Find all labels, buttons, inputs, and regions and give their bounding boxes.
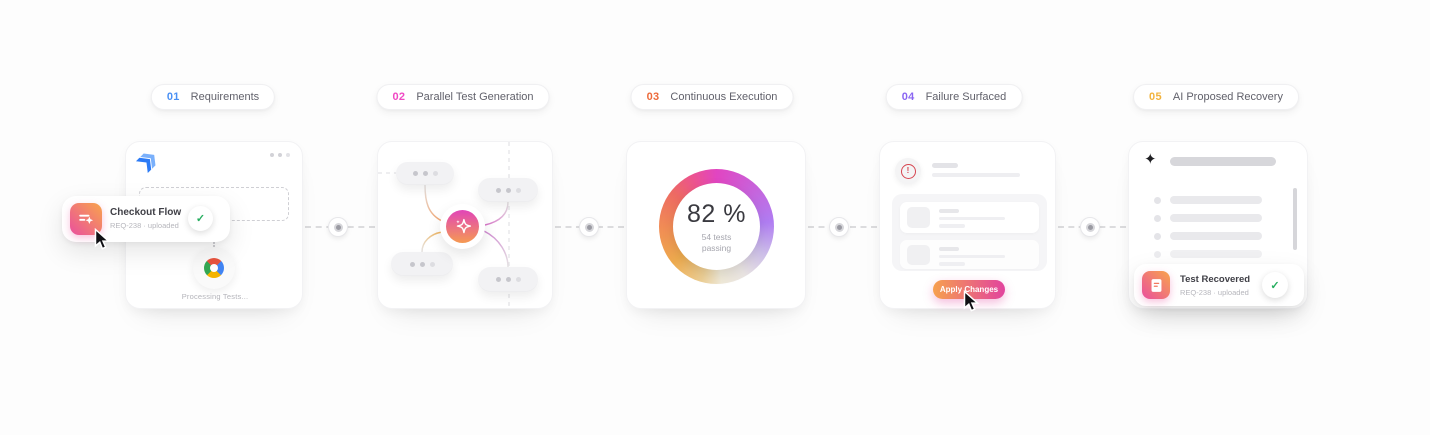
jira-icon [135,153,156,174]
pass-rate-donut: 82 % 54 tests passing [659,169,774,284]
skeleton-line [932,163,958,168]
step-pill-ai-proposed-recovery: 05 AI Proposed Recovery [1133,84,1299,110]
skeleton-line [939,262,965,266]
checkout-flow-chip: Checkout Flow REQ-238 · uploaded ✓ [62,196,230,242]
chip-meta: REQ-238 · uploaded [1180,288,1249,297]
skeleton-line [1170,214,1262,222]
alert-icon: ! [895,158,921,184]
bullet-dot [1154,215,1161,222]
step-number: 05 [1149,91,1162,103]
timeline-node [1080,217,1100,237]
skeleton-line [939,217,1005,220]
step-number: 01 [166,91,180,103]
step-number: 04 [901,91,915,103]
card-continuous-execution: 82 % 54 tests passing [626,141,806,309]
scrollbar-thumb[interactable] [1293,188,1297,250]
step-pill-parallel-test-generation: 02 Parallel Test Generation [376,84,550,110]
apply-changes-button[interactable]: Apply Changes [933,280,1005,299]
timeline-node [328,217,348,237]
thumbnail-placeholder [907,207,930,228]
step-label: Continuous Execution [670,91,778,103]
card-parallel-test-generation [377,141,553,309]
timeline-node [579,217,599,237]
ellipsis-menu-icon[interactable] [270,153,290,157]
step-number: 02 [392,91,406,103]
chip-title: Test Recovered [1180,274,1251,285]
thumbnail-placeholder [907,245,930,265]
processing-label: Processing Tests... [181,292,249,301]
skeleton-line [939,247,959,251]
check-icon: ✓ [188,206,213,231]
processing-spinner [193,247,235,289]
sparkle-icon: ✦ [1144,151,1157,168]
check-icon: ✓ [1262,272,1288,298]
step-label: Requirements [190,91,260,103]
step-pill-continuous-execution: 03 Continuous Execution [630,84,794,110]
pass-rate-percent: 82 % [687,199,746,228]
pass-rate-caption: 54 tests passing [701,231,732,253]
skeleton-line [1170,157,1276,166]
skeleton-line [939,209,959,213]
step-number: 03 [646,91,660,103]
bullet-dot [1154,197,1161,204]
step-label: Parallel Test Generation [416,91,534,103]
document-icon [1142,271,1170,299]
skeleton-line [939,224,965,228]
step-label: Failure Surfaced [925,91,1007,103]
test-node [478,178,538,202]
pass-rate-readout: 82 % 54 tests passing [673,183,760,270]
step-pill-requirements: 01 Requirements [150,84,276,110]
skeleton-line [932,173,1020,177]
bullet-dot [1154,233,1161,240]
skeleton-line [1170,196,1262,204]
chip-title: Checkout Flow [110,207,182,218]
test-recovered-chip: Test Recovered REQ-238 · uploaded ✓ [1134,264,1304,306]
step-pill-failure-surfaced: 04 Failure Surfaced [885,84,1023,110]
skeleton-line [939,255,1005,258]
test-node [396,162,454,185]
skeleton-line [1170,250,1262,258]
test-node [391,252,453,276]
sparkle-list-icon [70,203,102,235]
step-label: AI Proposed Recovery [1172,91,1283,103]
chip-meta: REQ-238 · uploaded [110,221,179,230]
test-node [478,267,538,292]
skeleton-line [1170,232,1262,240]
ai-sparkle-icon [446,210,479,243]
timeline-node [829,217,849,237]
card-failure-surfaced: ! Apply Changes [879,141,1056,309]
pinwheel-icon [204,258,224,278]
bullet-dot [1154,251,1161,258]
